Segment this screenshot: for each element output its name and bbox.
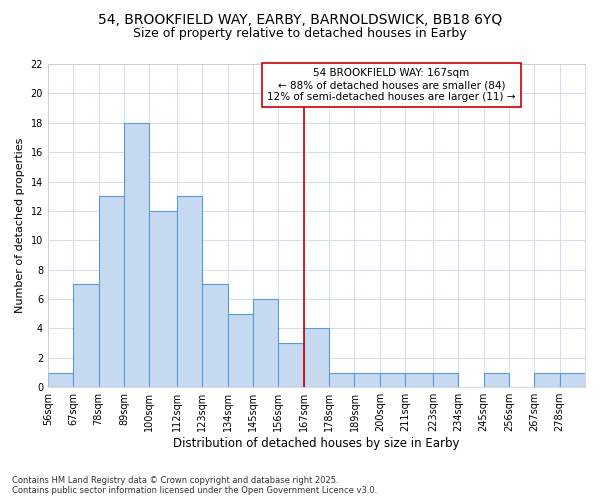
Bar	[48, 372, 73, 387]
Bar	[278, 343, 304, 387]
Bar	[202, 284, 228, 387]
Y-axis label: Number of detached properties: Number of detached properties	[15, 138, 25, 314]
Bar	[355, 372, 380, 387]
Text: 54, BROOKFIELD WAY, EARBY, BARNOLDSWICK, BB18 6YQ: 54, BROOKFIELD WAY, EARBY, BARNOLDSWICK,…	[98, 12, 502, 26]
Bar	[304, 328, 329, 387]
Bar	[560, 372, 585, 387]
Bar	[228, 314, 253, 387]
Bar	[534, 372, 560, 387]
Bar	[329, 372, 355, 387]
Text: 54 BROOKFIELD WAY: 167sqm
← 88% of detached houses are smaller (84)
12% of semi-: 54 BROOKFIELD WAY: 167sqm ← 88% of detac…	[267, 68, 515, 102]
Bar	[484, 372, 509, 387]
X-axis label: Distribution of detached houses by size in Earby: Distribution of detached houses by size …	[173, 437, 460, 450]
Bar	[177, 196, 202, 387]
Text: Contains HM Land Registry data © Crown copyright and database right 2025.
Contai: Contains HM Land Registry data © Crown c…	[12, 476, 377, 495]
Bar	[73, 284, 98, 387]
Bar	[253, 299, 278, 387]
Text: Size of property relative to detached houses in Earby: Size of property relative to detached ho…	[133, 28, 467, 40]
Bar	[149, 211, 177, 387]
Bar	[380, 372, 405, 387]
Bar	[433, 372, 458, 387]
Bar	[98, 196, 124, 387]
Bar	[405, 372, 433, 387]
Bar	[124, 123, 149, 387]
